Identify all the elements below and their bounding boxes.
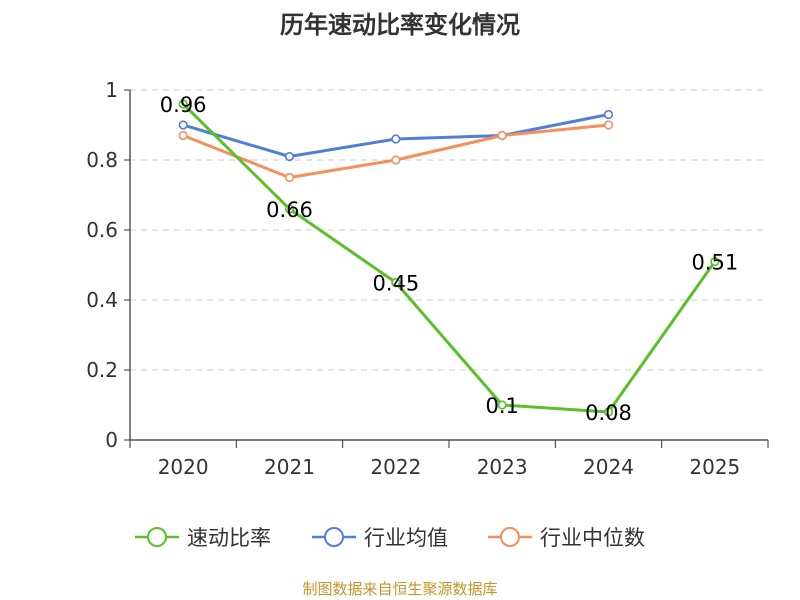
- y-tick-label: 0: [105, 428, 118, 452]
- series-point-0: [603, 407, 614, 417]
- data-label: 0.45: [372, 272, 419, 296]
- legend-marker-1: [324, 527, 344, 547]
- series-point-0: [178, 99, 188, 109]
- series-point-2: [284, 172, 295, 183]
- series-point-1: [284, 151, 295, 162]
- axes: 0 0.2 0.4 0.6 0.8 1 2020 2021 2022 2023 2024 2025: [86, 78, 769, 479]
- y-tick-label: 0.6: [86, 218, 118, 242]
- series-point-0: [284, 204, 295, 214]
- series: [178, 99, 720, 417]
- data-label: 0.96: [160, 93, 207, 117]
- x-tick-label: 2021: [264, 455, 315, 479]
- data-label: 0.1: [485, 394, 518, 418]
- legend-marker-2: [500, 527, 520, 547]
- x-tick-label: 2020: [158, 455, 209, 479]
- series-point-2: [178, 130, 188, 141]
- data-label: 0.08: [585, 401, 632, 425]
- data-labels: 0.96 0.66 0.45 0.1 0.08 0.51: [160, 93, 738, 425]
- y-tick-label: 0.2: [86, 358, 118, 382]
- source-note: 制图数据来自恒生聚源数据库: [302, 580, 497, 598]
- y-tick-label: 1: [105, 78, 118, 102]
- series-point-1: [603, 109, 614, 120]
- series-point-1: [391, 134, 401, 144]
- legend-label-1: 行业均值: [364, 526, 448, 550]
- series-point-0: [391, 277, 401, 288]
- y-tick-label: 0.8: [86, 148, 118, 172]
- series-point-1: [178, 120, 188, 130]
- series-point-0: [710, 256, 720, 267]
- legend-label-2: 行业中位数: [540, 526, 645, 550]
- series-point-2: [391, 155, 401, 165]
- x-tick-label: 2025: [689, 455, 740, 479]
- x-tick-label: 2024: [583, 455, 634, 479]
- legend: 速动比率 行业均值 行业中位数: [135, 526, 645, 550]
- series-point-0: [497, 400, 507, 410]
- data-label: 0.51: [691, 251, 738, 275]
- series-point-2: [497, 130, 507, 141]
- chart-title: 历年速动比率变化情况: [280, 11, 520, 39]
- series-line-0: [182, 102, 717, 414]
- grid: [130, 89, 768, 371]
- x-tick-label: 2023: [477, 455, 528, 479]
- legend-marker-0: [147, 527, 167, 547]
- y-tick-label: 0.4: [86, 288, 118, 312]
- legend-label-0: 速动比率: [187, 526, 271, 550]
- data-label: 0.66: [266, 198, 313, 222]
- series-point-2: [603, 120, 614, 130]
- x-tick-label: 2022: [370, 455, 421, 479]
- series-line-2: [182, 123, 609, 179]
